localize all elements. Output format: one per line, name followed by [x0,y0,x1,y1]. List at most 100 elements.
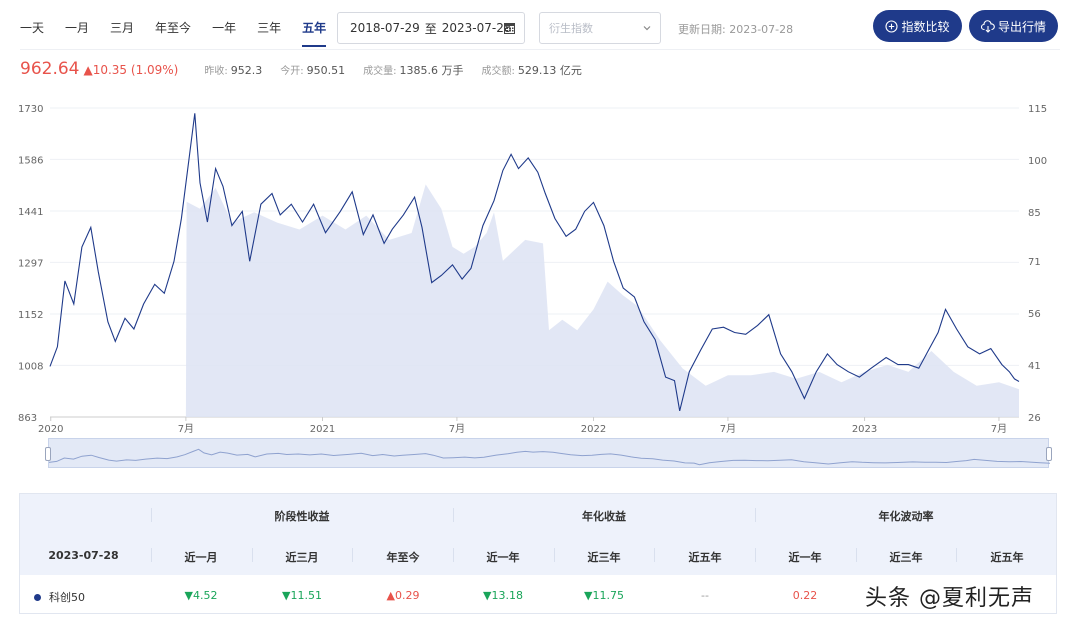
left-tick-label: 1008 [18,361,43,372]
tab-1[interactable]: 一月 [65,21,90,35]
index-price-chart[interactable]: 863 1008 1152 1297 1441 1586 1730 26 41 56 71 85 100… [0,95,1080,437]
series-name: 科创50 [49,591,85,604]
column-header: 年至今 [386,551,420,564]
current-price: 962.64 [20,59,80,79]
column-header: 近一月 [184,551,218,564]
x-tick-label: 7月 [449,423,465,435]
header-separator [554,548,555,562]
column-header: 近三年 [587,551,621,564]
header-separator [654,548,655,562]
header-separator [755,548,756,562]
left-tick-label: 1730 [18,104,43,115]
x-tick-label: 7月 [991,423,1007,435]
navigator-left-handle[interactable] [45,447,51,461]
period-tabs: 一天 一月 三月 年至今 一年 三年 五年 [20,18,347,47]
date-separator: 至 [424,21,437,36]
group-header: 阶段性收益 [274,510,330,523]
derivative-index-select[interactable]: 衍生指数 [539,12,661,44]
tab-0[interactable]: 一天 [20,21,45,35]
right-tick-label: 56 [1028,309,1041,320]
header-separator [453,548,454,562]
open-label: 今开: [280,66,304,77]
navigator-line [49,448,1050,466]
column-header: 近一年 [788,551,822,564]
table-cell: 0.22 [792,589,818,602]
x-tick-label: 2023 [852,424,877,435]
valuation-area [185,184,1019,417]
column-header: 近五年 [990,551,1024,564]
right-tick-label: 26 [1028,413,1041,424]
column-header: 近三年 [889,551,923,564]
tab-2[interactable]: 三月 [110,21,135,35]
right-tick-label: 41 [1028,361,1041,372]
table-cell: ▼4.52 [184,589,218,602]
header-separator [252,548,253,562]
amount-value: 529.13 亿元 [517,64,582,77]
table-cell: -- [701,589,709,602]
tab-5[interactable]: 三年 [257,21,282,35]
date-end: 2023-07-28 [441,21,512,35]
x-tick-label: 2020 [38,424,63,435]
date-range-picker[interactable]: 2018-07-29 至 2023-07-28 [337,12,525,44]
table-cell: ▼11.51 [282,589,322,602]
volume-label: 成交量: [363,66,397,77]
export-quotes-button[interactable]: 导出行情 [969,10,1058,42]
tab-3[interactable]: 年至今 [155,21,192,35]
column-header: 近三月 [285,551,319,564]
navigator-sparkline [49,448,1050,466]
table-row-name: 科创50 [34,589,85,605]
group-header: 年化波动率 [878,510,934,523]
header-separator [453,508,454,522]
table-header [20,494,1056,575]
column-header: 近五年 [688,551,722,564]
update-date: 更新日期: 2023-07-28 [678,23,794,36]
header-separator [151,548,152,562]
prev-close-label: 昨收: [204,66,228,77]
header-separator [151,508,152,522]
series-dot [34,593,41,601]
index-compare-label: 指数比较 [901,19,950,34]
left-tick-label: 1297 [18,258,43,269]
table-cell: ▲0.29 [386,589,420,602]
open-value: 950.51 [306,64,346,77]
amount-label: 成交额: [481,66,515,77]
tab-4[interactable]: 一年 [212,21,237,35]
date-start: 2018-07-29 [350,21,420,35]
x-tick-label: 2022 [581,424,606,435]
left-tick-label: 1586 [18,155,43,166]
tab-6[interactable]: 五年 [302,18,327,47]
right-tick-label: 71 [1028,257,1041,268]
derivative-index-placeholder: 衍生指数 [549,22,593,35]
range-navigator[interactable] [45,438,1052,468]
volume-value: 1385.6 万手 [399,64,464,77]
group-header: 年化收益 [582,510,626,523]
x-tick-label: 7月 [178,423,194,435]
performance-table: 阶段性收益 年化收益 年化波动率 2023-07-28 近一月 近三月 年至今 近一年 近三年 近… [19,493,1057,614]
left-tick-label: 1152 [18,310,43,321]
prev-close-value: 952.3 [230,64,263,77]
left-tick-label: 1441 [18,207,43,218]
right-tick-label: 115 [1028,104,1047,115]
price-change: ▲10.35 (1.09%) [83,63,179,77]
left-tick-label: 863 [18,413,37,424]
table-cell: ▼11.75 [584,589,624,602]
table-cell: ▼13.18 [483,589,523,602]
right-tick-label: 100 [1028,156,1047,167]
calendar-icon[interactable] [504,22,515,34]
right-tick-label: 85 [1028,208,1041,219]
index-line [49,113,1020,412]
quote-bar: 962.64 ▲10.35 (1.09%) 昨收: 952.3 今开: 950.… [20,59,600,79]
header-separator [856,548,857,562]
date-header: 2023-07-28 [48,549,119,562]
navigator-right-handle[interactable] [1046,447,1052,461]
x-tick-label: 2021 [310,424,335,435]
plus-circle-icon [885,19,899,33]
export-quotes-label: 导出行情 [997,19,1046,34]
x-tick-label: 7月 [720,423,736,435]
toolbar-divider [20,49,1060,50]
cloud-download-icon [980,19,995,33]
column-header: 近一年 [486,551,520,564]
watermark: 头条 @夏利无声 [865,586,1034,611]
index-compare-button[interactable]: 指数比较 [873,10,962,42]
header-separator [352,548,353,562]
